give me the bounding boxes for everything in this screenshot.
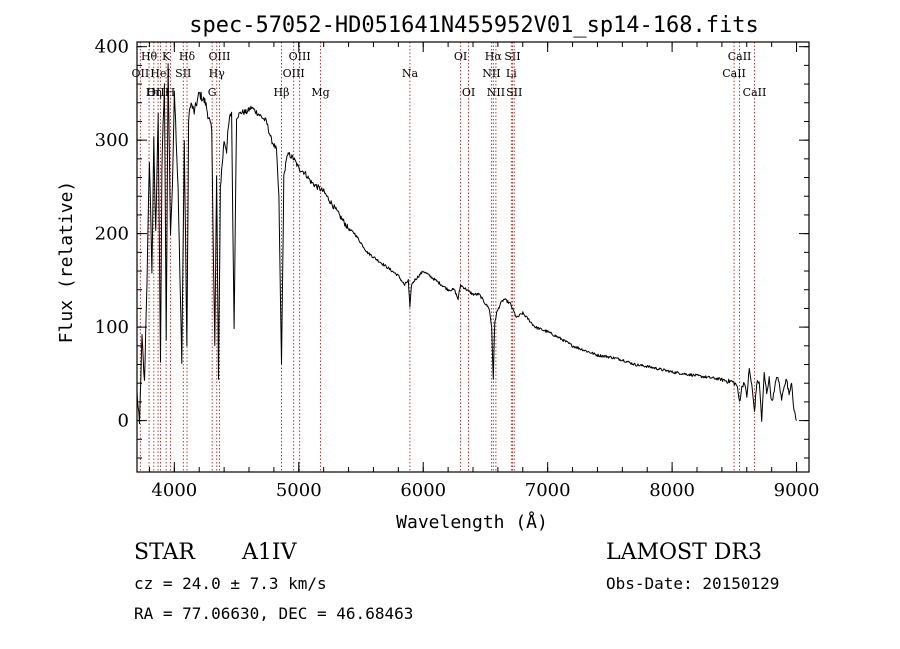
line-marker-label-3: K — [162, 50, 171, 63]
x-tick-label-2: 6000 — [400, 480, 446, 501]
x-tick-label-1: 5000 — [276, 480, 322, 501]
x-tick-label-4: 8000 — [649, 480, 695, 501]
spectrum-series — [136, 63, 798, 425]
y-tick-label-1: 100 — [95, 317, 129, 338]
line-marker-label-2: OIII — [147, 86, 169, 99]
line-marker-label-20: SII — [504, 50, 520, 63]
line-marker-label-21: NII — [482, 67, 500, 80]
y-tick-label-4: 400 — [95, 37, 129, 58]
line-marker-label-25: CaII — [728, 50, 752, 63]
line-marker-label-0: Hθ — [141, 50, 158, 63]
line-marker-label-12: OIII — [289, 50, 311, 63]
line-marker-label-27: CaII — [743, 86, 767, 99]
y-tick-label-3: 300 — [95, 130, 129, 151]
object-subclass: A1IV — [242, 540, 297, 565]
x-axis-label: Wavelength (Å) — [396, 511, 548, 533]
chart-title: spec-57052-HD051641N455952V01_sp14-168.f… — [189, 13, 759, 38]
line-marker-label-10: Hγ — [209, 67, 226, 80]
line-marker-label-8: H — [166, 86, 176, 99]
x-tick-label-5: 9000 — [774, 480, 820, 501]
y-tick-label-2: 200 — [95, 224, 129, 245]
line-marker-label-6: Hδ — [179, 50, 196, 63]
line-marker-label-9: OIII — [208, 50, 230, 63]
line-marker-label-23: NII — [487, 86, 505, 99]
line-marker-label-16: Na — [402, 67, 419, 80]
line-marker-label-19: Hα — [485, 50, 503, 63]
y-axis-label: Flux (relative) — [56, 181, 77, 344]
line-marker-label-11: G — [208, 86, 217, 99]
y-tick-label-0: 0 — [118, 411, 129, 432]
line-marker-label-14: Hβ — [274, 86, 290, 99]
axes: 4000 5000 6000 7000 8000 9000 0 100 200 300 400 — [95, 37, 820, 501]
line-marker-label-5: Hη — [146, 86, 162, 99]
x-tick-label-3: 7000 — [525, 480, 571, 501]
coordinates: RA = 77.06630, DEC = 46.68463 — [134, 604, 414, 623]
redshift-velocity: cz = 24.0 ± 7.3 km/s — [134, 574, 327, 593]
line-marker-label-18: OI — [462, 86, 475, 99]
line-marker-label-7: SII — [175, 67, 191, 80]
line-marker-label-1: OII — [132, 67, 150, 80]
x-tick-label-0: 4000 — [151, 480, 197, 501]
line-marker-label-15: Mg — [311, 86, 329, 99]
line-marker-label-17: OI — [454, 50, 467, 63]
object-class: STAR — [134, 540, 195, 565]
line-marker-label-22: Li — [506, 67, 517, 80]
line-marker-label-4: HeI — [150, 67, 170, 80]
line-marker-label-24: SII — [506, 86, 522, 99]
survey-name: LAMOST DR3 — [606, 540, 762, 565]
line-marker-label-26: CaII — [722, 67, 746, 80]
observation-date: Obs-Date: 20150129 — [606, 574, 780, 593]
line-marker-label-13: OIII — [283, 67, 305, 80]
spectrum-line — [136, 63, 798, 425]
plot-frame — [136, 41, 810, 473]
